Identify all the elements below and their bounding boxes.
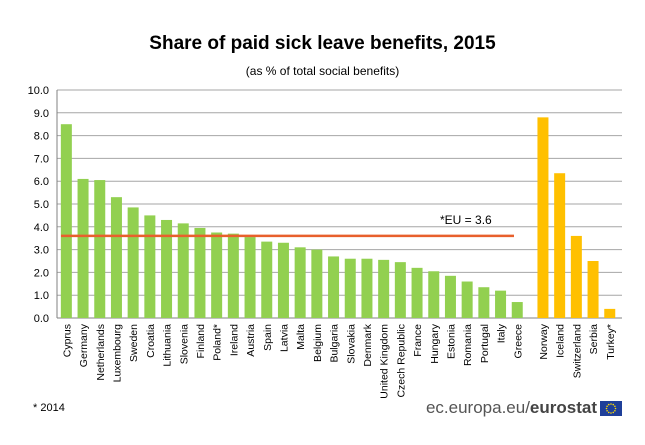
x-tick-label: Greece [512,324,524,359]
bar-france [411,267,423,318]
x-tick-label: Cyprus [61,324,73,357]
x-tick-label: Switzerland [571,324,583,378]
x-tick-label: Spain [262,324,274,351]
y-tick-label: 6.0 [34,176,49,188]
x-tick-label: Czech Republic [395,324,407,398]
bar-iceland [554,173,566,318]
bar-netherlands [94,180,106,318]
bar-lithuania [161,219,173,318]
bar-luxembourg [110,197,122,318]
x-tick-label: Luxembourg [111,324,123,383]
bar-serbia [587,261,599,318]
x-tick-label: Malta [295,324,307,350]
bar-malta [294,247,306,318]
x-tick-label: Slovenia [178,324,190,364]
bar-denmark [361,258,373,318]
x-tick-label: Denmark [362,323,374,366]
y-tick-label: 9.0 [34,108,49,120]
bar-portugal [478,287,490,318]
y-tick-label: 10.0 [28,85,49,97]
x-tick-label: Finland [195,324,207,359]
bar-slovenia [177,223,189,318]
x-tick-label: France [412,324,424,357]
bar-germany [77,178,89,318]
bar-latvia [277,242,289,318]
x-tick-label: Italy [496,323,508,343]
x-tick-label: Austria [245,324,257,357]
source-brand: eurostat [529,398,597,417]
x-tick-label: Portugal [479,324,491,363]
y-tick-label: 2.0 [34,267,49,279]
x-tick-label: Poland* [212,324,224,361]
y-tick-label: 4.0 [34,222,49,234]
y-tick-label: 5.0 [34,199,49,211]
x-tick-label: Lithuania [162,324,174,367]
x-tick-label: Sweden [128,324,140,362]
x-tick-label: Hungary [429,323,441,363]
x-tick-label: Slovakia [345,324,357,364]
bar-switzerland [570,235,582,318]
bar-ireland [227,233,239,318]
bar-czech-republic [394,262,406,318]
y-tick-label: 3.0 [34,245,49,257]
bar-bulgaria [328,256,340,318]
x-tick-label: United Kingdom [379,324,391,399]
bar-greece [511,302,523,318]
eu-average-label: *EU = 3.6 [440,213,492,227]
x-tick-label: Ireland [228,324,240,356]
bar-italy [495,290,507,318]
bar-romania [461,281,473,318]
bar-spain [261,241,273,318]
x-tick-label: Latvia [278,324,290,352]
bar-belgium [311,249,323,318]
source-credit: ec.europa.eu/eurostat [426,398,597,418]
x-tick-label: Belgium [312,324,324,362]
x-tick-label: Iceland [555,324,567,358]
bar-slovakia [344,258,356,318]
y-tick-label: 1.0 [34,290,49,302]
bar-sweden [127,207,139,318]
y-tick-label: 8.0 [34,131,49,143]
x-tick-label: Romania [462,324,474,366]
x-tick-label: Croatia [145,324,157,358]
eu-flag-icon [600,401,622,416]
chart-subtitle: (as % of total social benefits) [245,64,400,78]
bar-norway [537,117,549,318]
x-tick-label: Bulgaria [329,324,341,363]
chart-title: Share of paid sick leave benefits, 2015 [149,33,496,54]
x-tick-label: Netherlands [95,324,107,381]
bar-cyprus [60,124,72,318]
y-tick-label: 0.0 [34,313,49,325]
bar-finland [194,227,206,318]
bar-croatia [144,215,156,318]
x-tick-label: Norway [538,323,550,359]
bar-united-kingdom [378,259,390,318]
footnote: * 2014 [33,402,65,414]
y-tick-label: 7.0 [34,153,49,165]
x-tick-label: Estonia [445,324,457,359]
bar-hungary [428,271,440,318]
bar-estonia [444,275,456,318]
x-tick-label: Serbia [588,324,600,355]
x-tick-label: Germany [78,323,90,367]
bar-austria [244,237,256,318]
source-url: ec.europa.eu/ [425,398,530,417]
bar-poland [211,232,223,318]
bar-turkey [604,308,616,318]
x-tick-label: Turkey* [605,324,617,360]
